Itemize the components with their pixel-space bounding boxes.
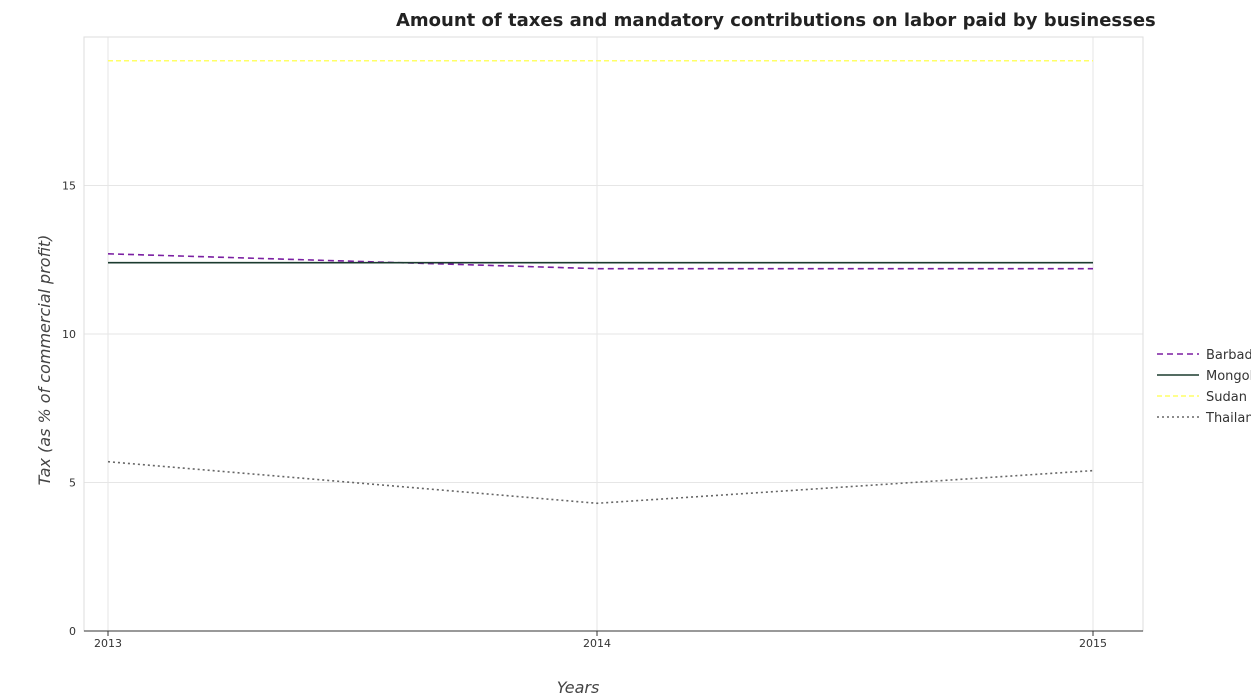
legend-label-mongolia: Mongolia [1206, 369, 1251, 384]
y-axis-ticks: 0 5 10 15 [62, 180, 76, 639]
x-tick-label: 2015 [1079, 637, 1107, 650]
y-tick-label: 0 [69, 625, 76, 638]
legend: Barbados Mongolia Sudan Thailand [1157, 348, 1251, 426]
legend-label-sudan: Sudan [1206, 390, 1247, 405]
plot-area [83, 36, 1144, 632]
series-line-barbados [107, 253, 1093, 270]
x-tick-label: 2013 [94, 637, 122, 650]
chart-title: Amount of taxes and mandatory contributi… [396, 10, 1156, 31]
series-lines [107, 59, 1094, 505]
y-tick-label: 5 [69, 477, 76, 490]
y-tick-label: 15 [62, 180, 76, 193]
series-line-thailand [107, 460, 1094, 505]
x-axis-title: Years [557, 678, 600, 697]
x-tick-label: 2014 [583, 637, 611, 650]
y-tick-label: 10 [62, 328, 76, 341]
x-axis-ticks: 2013 2014 2015 [94, 631, 1107, 650]
legend-label-thailand: Thailand [1205, 411, 1251, 426]
y-axis-title: Tax (as % of commercial profit) [35, 235, 54, 486]
legend-label-barbados: Barbados [1206, 348, 1251, 363]
grid [84, 37, 1143, 632]
